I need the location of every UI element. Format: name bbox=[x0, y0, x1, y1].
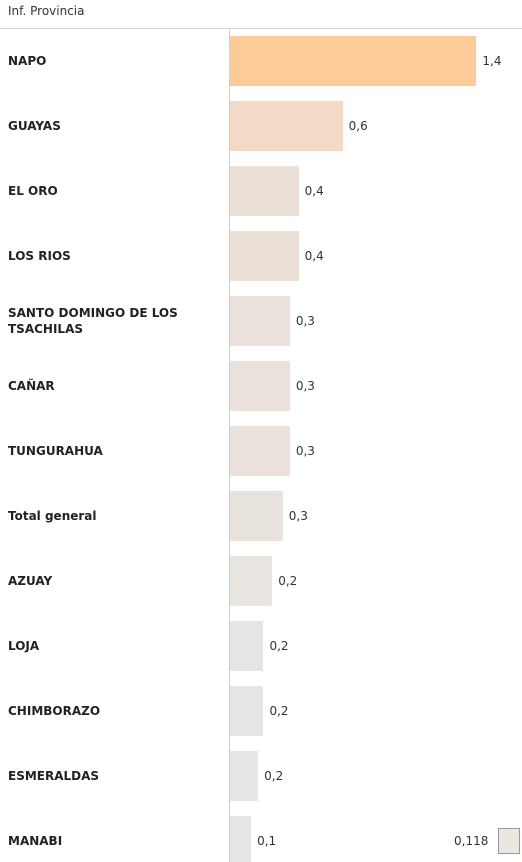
category-label: GUAYAS bbox=[8, 119, 61, 133]
category-label: EL ORO bbox=[8, 184, 58, 198]
value-label: 0,1 bbox=[257, 834, 277, 848]
bar bbox=[230, 621, 264, 671]
legend-label: 0,118 bbox=[454, 834, 489, 848]
category-label: ESMERALDAS bbox=[8, 769, 100, 783]
value-label: 0,3 bbox=[295, 444, 315, 458]
value-label: 0,2 bbox=[269, 704, 289, 718]
header-title: Inf. Provincia bbox=[8, 4, 85, 18]
value-label: 0,2 bbox=[278, 574, 298, 588]
category-label: LOJA bbox=[8, 639, 40, 653]
category-label: Total general bbox=[8, 509, 97, 523]
bar bbox=[230, 361, 290, 411]
bar bbox=[230, 426, 290, 476]
value-label: 0,3 bbox=[295, 379, 315, 393]
bar bbox=[230, 751, 259, 801]
bar bbox=[230, 166, 299, 216]
value-label: 0,6 bbox=[348, 119, 368, 133]
bar bbox=[230, 296, 290, 346]
value-label: 0,2 bbox=[264, 769, 284, 783]
value-label: 0,3 bbox=[288, 509, 308, 523]
bar bbox=[230, 556, 273, 606]
value-label: 0,3 bbox=[295, 314, 315, 328]
axis-line bbox=[229, 29, 230, 862]
bar bbox=[230, 36, 477, 86]
category-label: AZUAY bbox=[8, 574, 53, 588]
value-label: 0,2 bbox=[269, 639, 289, 653]
category-label: NAPO bbox=[8, 54, 47, 68]
bar bbox=[230, 101, 343, 151]
value-label: 0,4 bbox=[304, 249, 324, 263]
value-label: 1,4 bbox=[482, 54, 502, 68]
bar bbox=[230, 816, 252, 862]
bar bbox=[230, 491, 283, 541]
category-label: SANTO DOMINGO DE LOS TSACHILAS bbox=[8, 306, 178, 336]
header-divider bbox=[0, 28, 522, 29]
value-label: 0,4 bbox=[304, 184, 324, 198]
category-label: MANABI bbox=[8, 834, 63, 848]
category-label: LOS RIOS bbox=[8, 249, 71, 263]
legend-swatch bbox=[498, 828, 520, 854]
category-label: TUNGURAHUA bbox=[8, 444, 103, 458]
category-label: CAÑAR bbox=[8, 379, 55, 393]
bar bbox=[230, 686, 264, 736]
category-label: CHIMBORAZO bbox=[8, 704, 101, 718]
bar bbox=[230, 231, 299, 281]
